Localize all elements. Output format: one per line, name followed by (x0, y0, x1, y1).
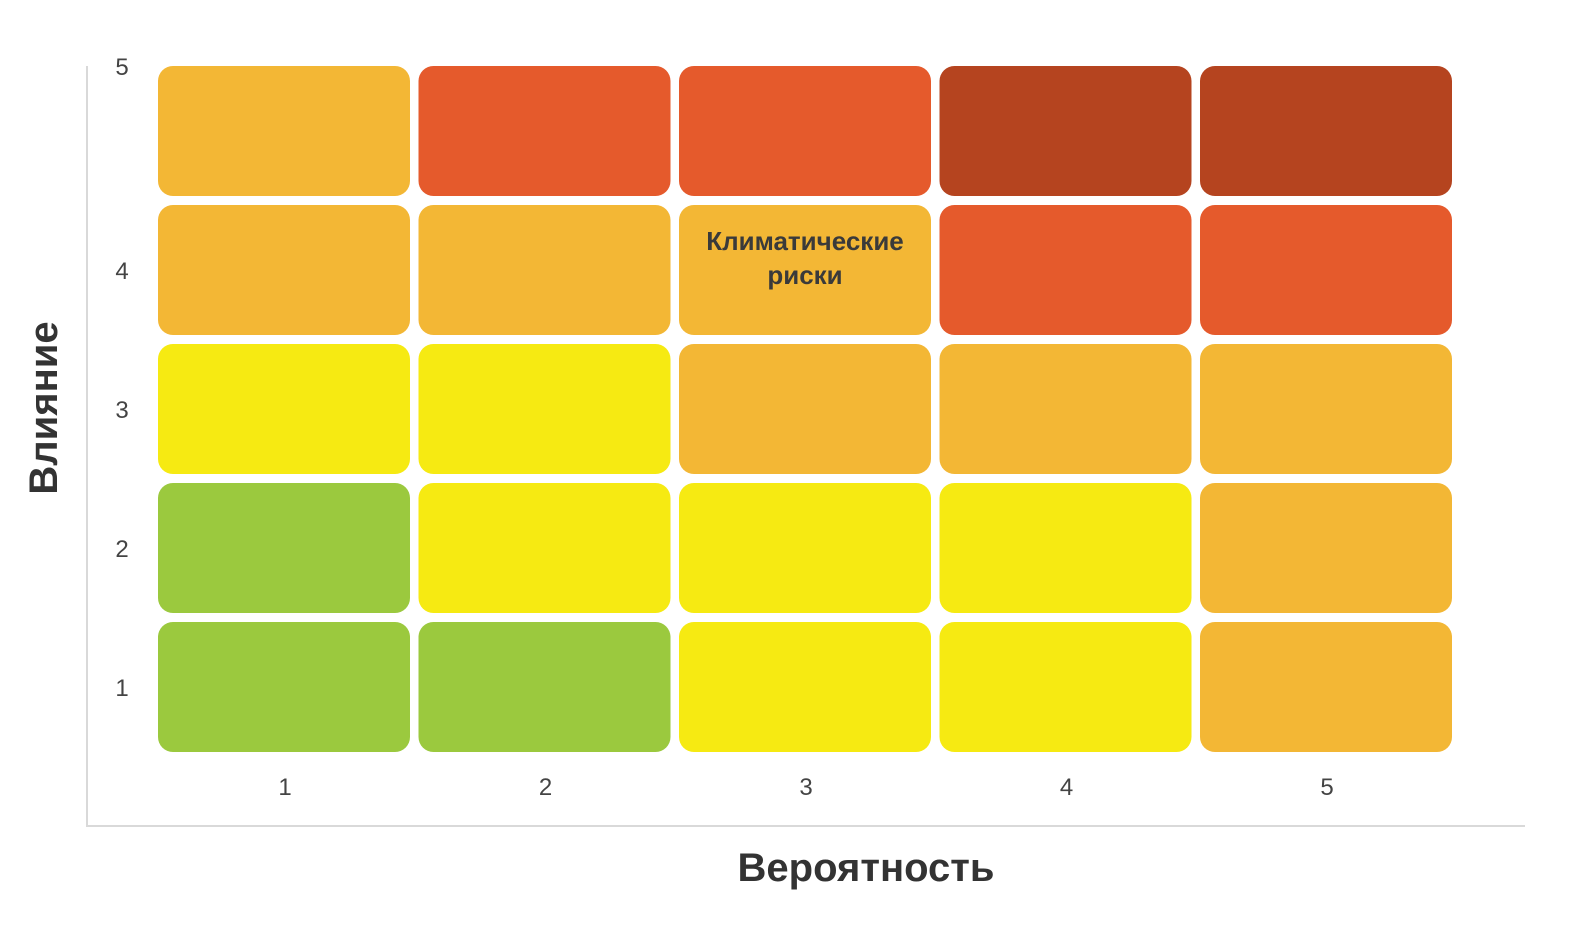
cell-annotation-line: Климатические (706, 226, 904, 256)
y-tick-label: 2 (115, 536, 128, 563)
heatmap-cell-5-3 (1200, 344, 1452, 474)
heatmap-cell-4-3 (939, 344, 1192, 474)
heatmap-cell-1-5 (158, 66, 410, 196)
heatmap-cell-3-5 (679, 66, 931, 196)
heatmap-cell-3-1 (679, 622, 931, 752)
heatmap-cell-1-1 (158, 622, 410, 752)
heatmap-cell-1-3 (158, 344, 410, 474)
x-tick-label: 3 (799, 774, 812, 801)
x-tick-label: 2 (539, 774, 552, 801)
x-tick-label: 5 (1320, 774, 1333, 801)
x-axis-title: Вероятность (738, 846, 995, 890)
heatmap-cell-5-5 (1200, 66, 1452, 196)
heatmap-cells (158, 66, 1452, 752)
heatmap-cell-5-4 (1200, 205, 1452, 335)
heatmap-cell-2-3 (418, 344, 671, 474)
heatmap-cell-2-1 (418, 622, 671, 752)
heatmap-cell-5-1 (1200, 622, 1452, 752)
y-tick-label: 4 (115, 258, 128, 285)
heatmap-cell-3-3 (679, 344, 931, 474)
heatmap-cell-5-2 (1200, 483, 1452, 613)
cell-annotation-line: риски (767, 260, 842, 290)
y-tick-label: 5 (115, 54, 128, 81)
heatmap-cell-4-1 (939, 622, 1192, 752)
heatmap-cell-3-2 (679, 483, 931, 613)
heatmap-cell-4-2 (939, 483, 1192, 613)
heatmap-cell-2-5 (418, 66, 671, 196)
heatmap-cell-2-4 (418, 205, 671, 335)
heatmap-cell-4-4 (939, 205, 1192, 335)
y-tick-label: 1 (115, 675, 128, 702)
heatmap-cell-4-5 (939, 66, 1192, 196)
cell-annotations: Климатические риски (706, 226, 904, 290)
x-tick-label: 4 (1060, 774, 1073, 801)
y-tick-label: 3 (115, 397, 128, 424)
heatmap-cell-1-4 (158, 205, 410, 335)
y-tick-labels: 1 2 3 4 5 (115, 54, 128, 702)
y-axis-title: Влияние (22, 321, 66, 494)
heatmap-cell-1-2 (158, 483, 410, 613)
heatmap-cell-2-2 (418, 483, 671, 613)
x-tick-label: 1 (278, 774, 291, 801)
x-tick-labels: 1 2 3 4 5 (278, 774, 1333, 801)
heatmap-cell-3-4 (679, 205, 931, 335)
